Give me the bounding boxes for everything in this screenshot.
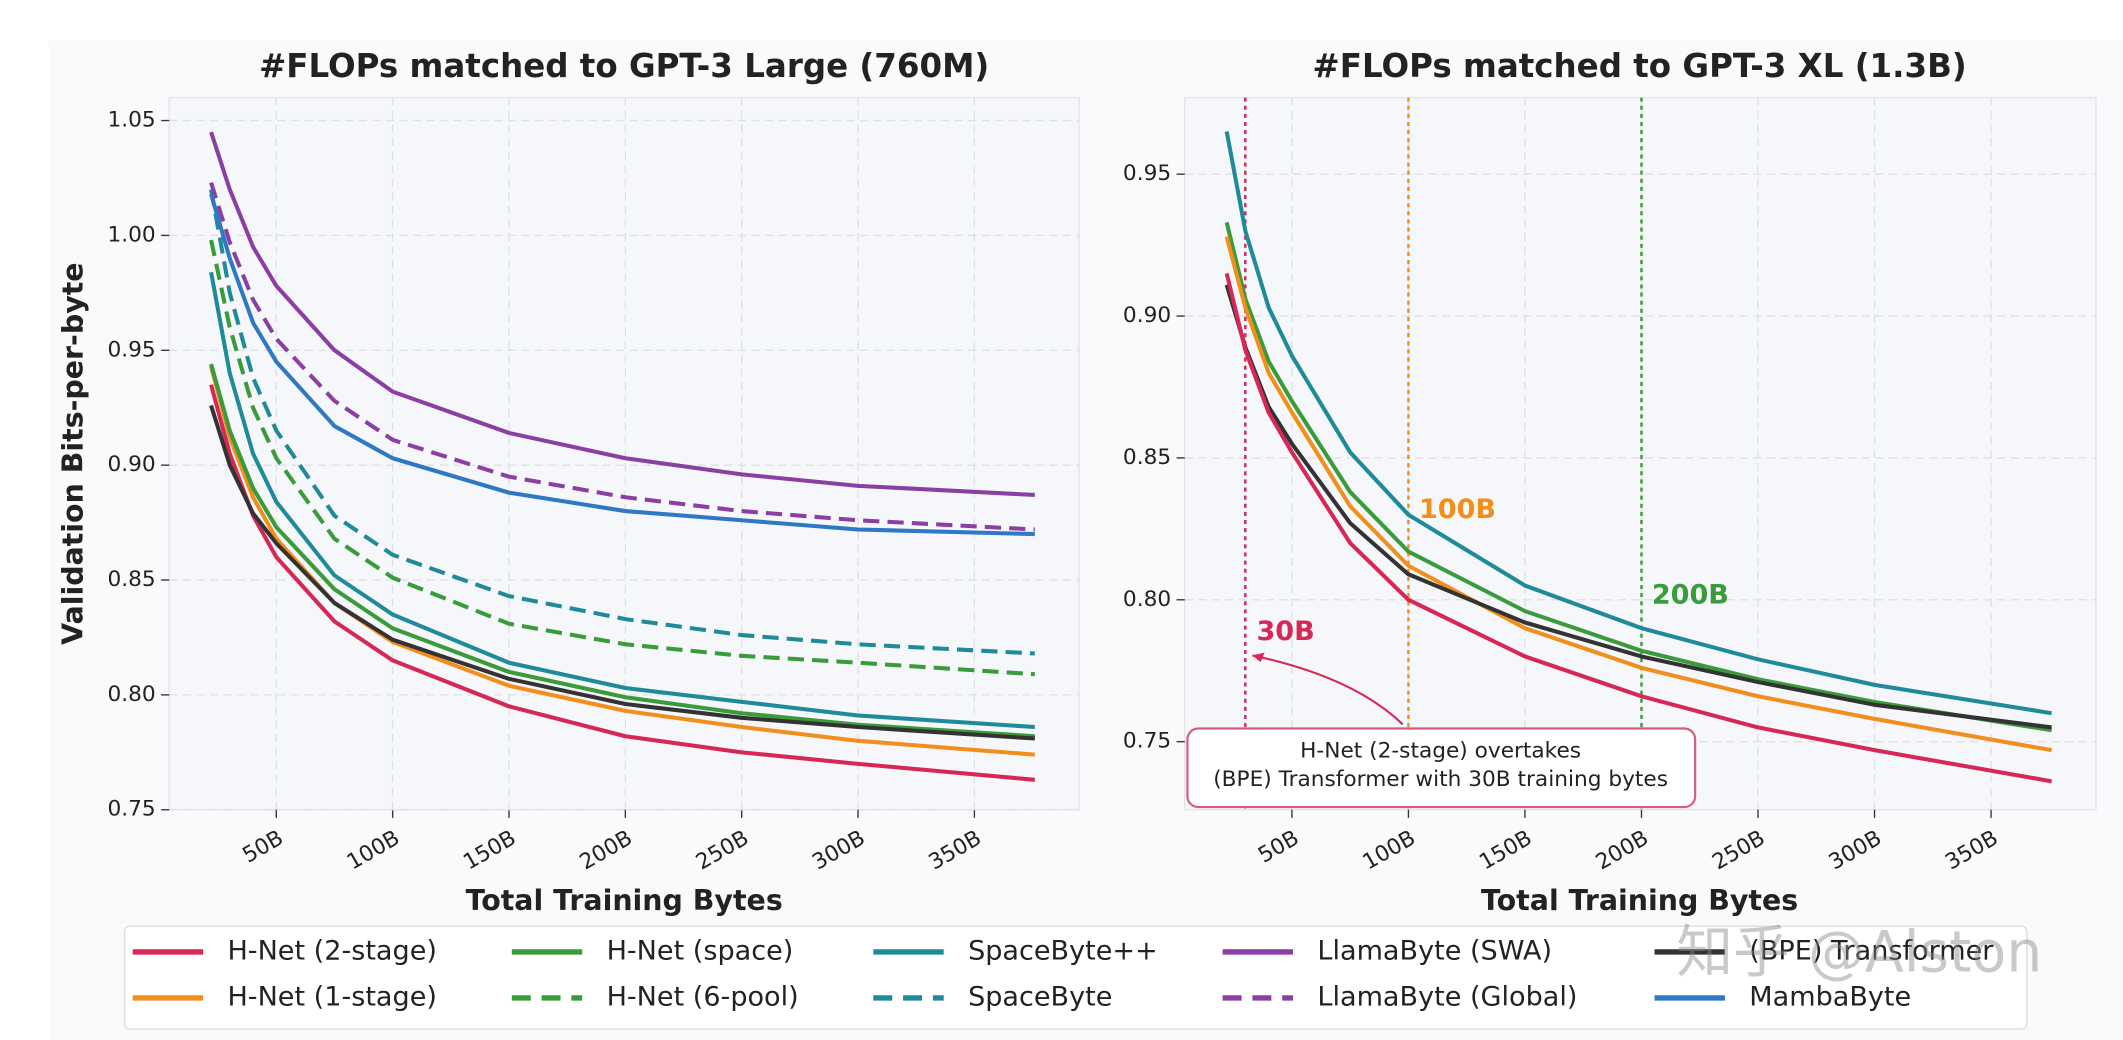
legend-label: SpaceByte++ [968, 935, 1158, 966]
legend-label: H-Net (space) [607, 935, 794, 966]
y-tick-label: 0.95 [1123, 161, 1171, 186]
series-line [209, 271, 1035, 730]
y-tick-label: 0.75 [107, 797, 155, 822]
series-line [209, 193, 1035, 537]
y-tick-label: 0.75 [1123, 729, 1171, 754]
series-line [209, 239, 1035, 677]
y-tick-label: 0.85 [1123, 445, 1171, 470]
y-tick-label: 0.90 [107, 452, 155, 477]
y-axis-label: Validation Bits-per-byte [56, 262, 89, 645]
series-line [209, 131, 1035, 497]
chart-title: #FLOPs matched to GPT-3 XL (1.3B) [1313, 47, 1967, 85]
series-line [209, 404, 1035, 741]
plot-area [168, 96, 1080, 811]
reference-label: 30B [1256, 616, 1314, 647]
series-line [209, 189, 1035, 656]
legend-label: LlamaByte (SWA) [1317, 935, 1552, 966]
chart-title: #FLOPs matched to GPT-3 Large (760M) [259, 47, 989, 85]
watermark: 知乎 @Alston [1676, 920, 2042, 986]
series-line [209, 365, 1035, 757]
legend-label: H-Net (2-stage) [227, 935, 436, 966]
annotation: H-Net (2-stage) overtakes (BPE) Transfor… [1186, 652, 1697, 809]
y-tick-label: 0.85 [107, 567, 155, 592]
series-line [209, 181, 1035, 532]
annotation-arrow [1252, 654, 1404, 726]
annotation-box [1186, 727, 1697, 809]
annotation-line: H-Net (2-stage) overtakes [1300, 739, 1581, 764]
series-line: H-Net (space) [1224, 221, 2052, 733]
arrow-head [1252, 652, 1265, 663]
legend-box [123, 925, 2028, 1030]
reference-label: 200B [1652, 579, 1729, 610]
series-line [209, 363, 1035, 739]
x-axis-label: Total Training Bytes [466, 884, 783, 917]
annotation-line: (BPE) Transformer with 30B training byte… [1213, 767, 1668, 792]
reference-label: 100B [1419, 494, 1496, 525]
y-tick-label: 0.80 [107, 682, 155, 707]
legend-label: H-Net (1-stage) [227, 981, 436, 1012]
legend-label: SpaceByte [968, 981, 1112, 1012]
series-line: H-Net (2-stage) [1224, 272, 2052, 784]
y-tick-label: 1.00 [107, 222, 155, 247]
legend-label: LlamaByte (Global) [1317, 981, 1577, 1012]
series-line: SpaceByte++ [1224, 131, 2052, 716]
legend-label: H-Net (6-pool) [607, 981, 799, 1012]
y-tick-label: 0.80 [1123, 587, 1171, 612]
y-tick-label: 0.90 [1123, 303, 1171, 328]
legend-label: (BPE) Transformer [1749, 935, 1994, 966]
y-tick-label: 1.05 [107, 108, 155, 133]
series-line: H-Net (1-stage) [1224, 236, 2052, 753]
legend-label: MambaByte [1749, 981, 1911, 1012]
y-tick-label: 0.95 [107, 337, 155, 362]
x-axis-label: Total Training Bytes [1481, 884, 1798, 917]
